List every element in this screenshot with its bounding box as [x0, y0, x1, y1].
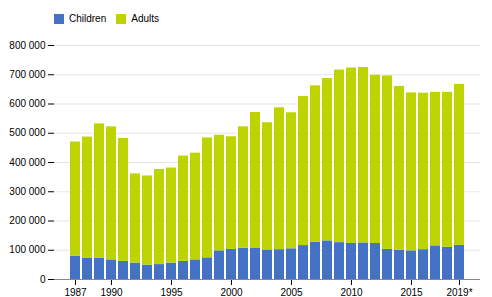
svg-text:500 000: 500 000: [9, 127, 46, 138]
svg-text:200 000: 200 000: [9, 215, 46, 226]
svg-text:800 000: 800 000: [9, 40, 46, 51]
svg-text:2010: 2010: [340, 287, 363, 297]
svg-text:300 000: 300 000: [9, 186, 46, 197]
html-text:Adults: Adults: [131, 13, 159, 24]
svg-text:600 000: 600 000: [9, 98, 46, 109]
svg-text:1987: 1987: [64, 287, 87, 297]
svg-text:1990: 1990: [100, 287, 123, 297]
svg-text:2005: 2005: [280, 287, 303, 297]
svg-text:400 000: 400 000: [9, 157, 46, 168]
html-text:Children: Children: [69, 13, 107, 24]
svg-text:700 000: 700 000: [9, 69, 46, 80]
svg-text:2015: 2015: [400, 287, 423, 297]
svg-text:0: 0: [40, 274, 46, 285]
svg-text:2000: 2000: [220, 287, 243, 297]
svg-text:100 000: 100 000: [9, 244, 46, 255]
svg-text:2019*: 2019*: [446, 287, 472, 297]
svg-text:1995: 1995: [160, 287, 183, 297]
